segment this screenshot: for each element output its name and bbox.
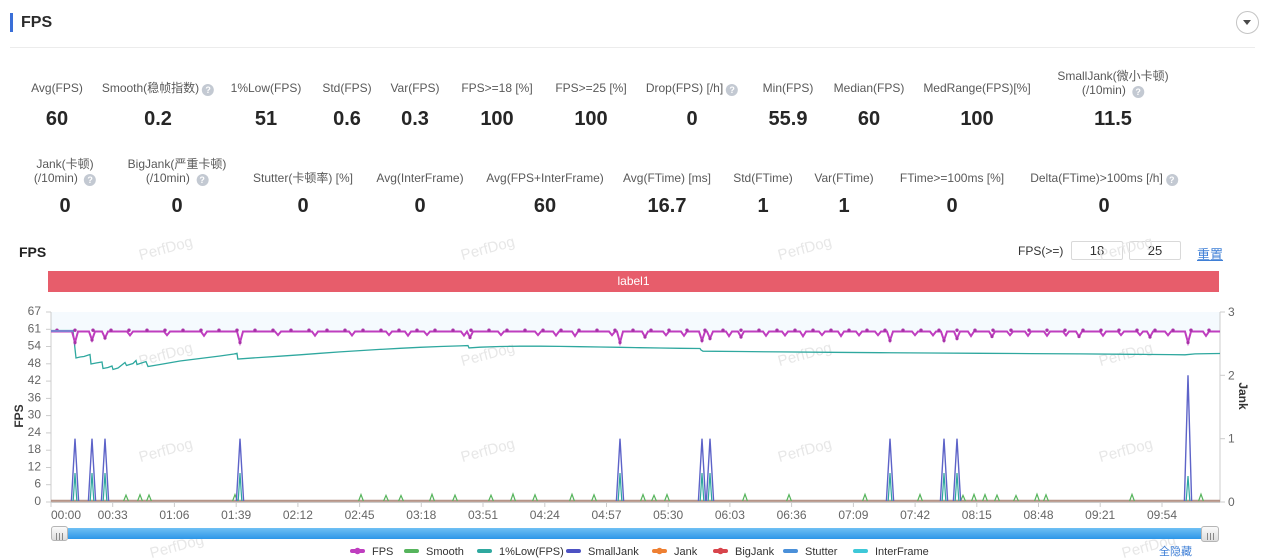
svg-text:09:21: 09:21 [1085, 508, 1115, 522]
svg-text:18: 18 [28, 442, 42, 456]
svg-text:3: 3 [1228, 305, 1235, 319]
svg-text:0: 0 [34, 494, 41, 508]
svg-text:SmallJank: SmallJank [588, 546, 639, 558]
svg-text:PerfDog: PerfDog [1097, 435, 1155, 466]
svg-text:PerfDog: PerfDog [137, 233, 195, 264]
svg-text:42: 42 [28, 373, 42, 387]
svg-text:PerfDog: PerfDog [776, 339, 834, 370]
svg-text:PerfDog: PerfDog [459, 233, 517, 264]
svg-text:2: 2 [1228, 368, 1235, 382]
svg-text:61: 61 [28, 321, 42, 335]
svg-text:24: 24 [28, 425, 42, 439]
svg-text:07:42: 07:42 [900, 508, 930, 522]
svg-text:Smooth: Smooth [426, 546, 464, 558]
svg-text:36: 36 [28, 390, 42, 404]
svg-text:67: 67 [28, 304, 42, 318]
svg-text:PerfDog: PerfDog [459, 435, 517, 466]
svg-text:07:09: 07:09 [838, 508, 868, 522]
svg-text:03:51: 03:51 [468, 508, 498, 522]
svg-text:Jank: Jank [674, 546, 698, 558]
svg-text:04:57: 04:57 [591, 508, 621, 522]
svg-text:06:03: 06:03 [715, 508, 745, 522]
svg-text:1: 1 [1228, 432, 1235, 446]
svg-text:InterFrame: InterFrame [875, 546, 929, 558]
svg-text:01:39: 01:39 [221, 508, 251, 522]
svg-text:Stutter: Stutter [805, 546, 838, 558]
svg-text:30: 30 [28, 408, 42, 422]
svg-text:03:18: 03:18 [406, 508, 436, 522]
svg-text:01:06: 01:06 [159, 508, 189, 522]
svg-text:FPS: FPS [372, 546, 393, 558]
svg-text:00:33: 00:33 [98, 508, 128, 522]
svg-text:全隐藏: 全隐藏 [1159, 544, 1192, 558]
svg-text:BigJank: BigJank [735, 546, 775, 558]
svg-text:Jank: Jank [1236, 382, 1250, 410]
svg-text:04:24: 04:24 [530, 508, 560, 522]
svg-text:02:12: 02:12 [283, 508, 313, 522]
svg-text:12: 12 [28, 460, 42, 474]
svg-text:02:45: 02:45 [345, 508, 375, 522]
svg-text:6: 6 [34, 477, 41, 491]
svg-text:PerfDog: PerfDog [137, 339, 195, 370]
svg-text:0: 0 [1228, 495, 1235, 509]
svg-text:48: 48 [28, 356, 42, 370]
svg-text:08:48: 08:48 [1023, 508, 1053, 522]
svg-text:PerfDog: PerfDog [776, 233, 834, 264]
svg-text:PerfDog: PerfDog [1097, 233, 1155, 264]
svg-text:09:54: 09:54 [1147, 508, 1177, 522]
svg-text:54: 54 [28, 339, 42, 353]
svg-text:1%Low(FPS): 1%Low(FPS) [499, 546, 564, 558]
svg-text:06:36: 06:36 [777, 508, 807, 522]
svg-text:00:00: 00:00 [51, 508, 81, 522]
svg-text:PerfDog: PerfDog [137, 435, 195, 466]
svg-text:FPS: FPS [12, 404, 26, 427]
svg-text:PerfDog: PerfDog [776, 435, 834, 466]
svg-text:05:30: 05:30 [653, 508, 683, 522]
svg-text:PerfDog: PerfDog [459, 339, 517, 370]
svg-text:08:15: 08:15 [962, 508, 992, 522]
